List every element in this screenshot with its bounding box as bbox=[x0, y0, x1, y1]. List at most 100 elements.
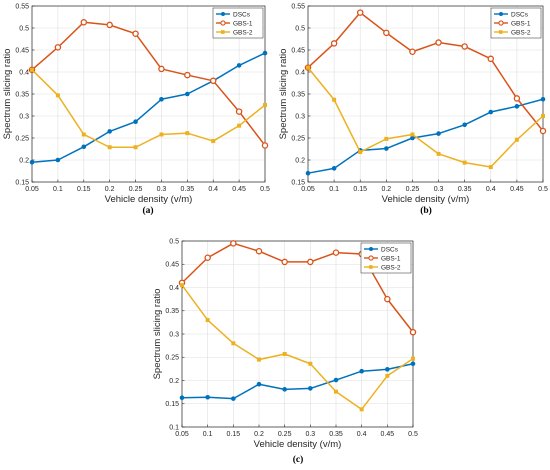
data-point bbox=[308, 386, 313, 391]
data-point bbox=[133, 119, 138, 125]
data-point bbox=[81, 132, 86, 137]
x-tick-label: 0.4 bbox=[486, 186, 496, 193]
data-point bbox=[356, 9, 364, 16]
x-tick-label: 0.1 bbox=[53, 186, 63, 193]
data-point bbox=[205, 394, 210, 400]
data-point bbox=[231, 341, 236, 346]
data-point bbox=[359, 368, 364, 374]
legend-marker bbox=[221, 12, 225, 16]
panel-caption: (b) bbox=[420, 205, 432, 216]
y-tick-label: 0.5 bbox=[169, 238, 179, 245]
y-tick-label: 0.4 bbox=[19, 69, 29, 76]
data-point bbox=[305, 170, 311, 176]
x-tick-label: 0.05 bbox=[175, 431, 189, 438]
legend: DSCs GBS-1 GBS-2 bbox=[360, 242, 412, 274]
x-tick-label: 0.25 bbox=[278, 431, 292, 438]
x-tick-label: 0.05 bbox=[301, 186, 315, 193]
legend-marker bbox=[369, 265, 373, 269]
x-tick-label: 0.2 bbox=[105, 186, 115, 193]
legend-label: GBS-1 bbox=[233, 20, 253, 27]
series-gbs-1 bbox=[304, 9, 547, 135]
data-point bbox=[204, 254, 211, 261]
data-point bbox=[185, 91, 190, 97]
data-point bbox=[211, 139, 216, 144]
x-tick-label: 0.3 bbox=[157, 186, 167, 193]
y-tick-label: 0.5 bbox=[295, 25, 305, 32]
series-line bbox=[31, 52, 266, 163]
data-point bbox=[209, 77, 217, 85]
data-point bbox=[513, 95, 521, 102]
data-point bbox=[257, 357, 261, 362]
data-point bbox=[132, 30, 139, 37]
legend-marker bbox=[221, 30, 225, 34]
series-line bbox=[31, 69, 266, 148]
data-point bbox=[334, 389, 338, 394]
data-point bbox=[133, 145, 138, 150]
data-point bbox=[158, 65, 165, 73]
x-tick-label: 0.15 bbox=[227, 431, 241, 438]
data-point bbox=[358, 150, 363, 155]
data-point bbox=[29, 159, 35, 165]
data-point bbox=[236, 63, 242, 68]
data-point bbox=[333, 377, 339, 383]
data-point bbox=[185, 131, 190, 136]
y-tick-label: 0.45 bbox=[15, 47, 29, 54]
legend-marker bbox=[498, 20, 504, 26]
data-point bbox=[409, 328, 417, 336]
x-tick-label: 0.15 bbox=[77, 186, 91, 193]
data-point bbox=[107, 145, 112, 150]
panel-caption: (c) bbox=[293, 454, 304, 465]
data-point bbox=[384, 136, 389, 141]
legend-marker bbox=[220, 20, 226, 26]
x-tick-label: 0.2 bbox=[254, 431, 264, 438]
y-tick-label: 0.3 bbox=[19, 113, 29, 120]
data-point bbox=[205, 318, 210, 323]
x-tick-label: 0.3 bbox=[434, 186, 444, 193]
data-point bbox=[411, 356, 415, 361]
data-point bbox=[385, 373, 390, 378]
data-point bbox=[359, 407, 364, 412]
x-tick-label: 0.45 bbox=[232, 186, 246, 193]
y-tick-label: 0.35 bbox=[291, 91, 305, 98]
legend-marker bbox=[368, 255, 374, 261]
data-point bbox=[263, 103, 267, 107]
legend: DSCs GBS-1 GBS-2 bbox=[490, 7, 542, 39]
data-point bbox=[435, 39, 442, 46]
y-tick-label: 0.15 bbox=[165, 401, 179, 408]
data-point bbox=[514, 137, 519, 142]
y-tick-label: 0.3 bbox=[295, 113, 305, 120]
series-dscs bbox=[305, 96, 546, 176]
x-tick-label: 0.5 bbox=[260, 186, 270, 193]
y-axis-label: Spectrum slicing ratio bbox=[152, 289, 163, 380]
data-point bbox=[307, 258, 314, 266]
x-tick-label: 0.05 bbox=[25, 186, 39, 193]
y-tick-label: 0.45 bbox=[291, 47, 305, 54]
y-tick-label: 0.25 bbox=[15, 135, 29, 142]
data-point bbox=[231, 396, 236, 401]
x-axis-label: Vehicle density (v/m) bbox=[254, 439, 342, 450]
data-point bbox=[281, 258, 288, 266]
data-point bbox=[383, 29, 390, 37]
legend-label: GBS-1 bbox=[381, 255, 401, 262]
data-point bbox=[54, 44, 62, 51]
y-tick-label: 0.35 bbox=[15, 91, 29, 98]
data-point bbox=[487, 55, 495, 63]
data-point bbox=[255, 247, 263, 255]
data-point bbox=[159, 132, 164, 137]
y-tick-label: 0.2 bbox=[169, 378, 179, 385]
data-point bbox=[237, 123, 242, 128]
chart-panel-a: 0.05 0.1 0.15 0.2 0.25 0.3 0.35 0.4 0.45 0.5 0.15 0… bbox=[2, 3, 270, 216]
series-dscs bbox=[179, 361, 416, 401]
series-line bbox=[31, 21, 266, 146]
data-point bbox=[306, 65, 310, 70]
series-gbs-1 bbox=[28, 19, 269, 149]
data-point bbox=[180, 283, 184, 288]
x-axis-label: Vehicle density (v/m) bbox=[382, 194, 470, 205]
y-tick-label: 0.4 bbox=[295, 69, 305, 76]
legend-marker bbox=[369, 247, 373, 251]
legend-label: GBS-2 bbox=[233, 29, 253, 36]
data-point bbox=[410, 135, 415, 141]
y-tick-label: 0.1 bbox=[169, 424, 179, 431]
series-gbs-2 bbox=[180, 283, 415, 412]
